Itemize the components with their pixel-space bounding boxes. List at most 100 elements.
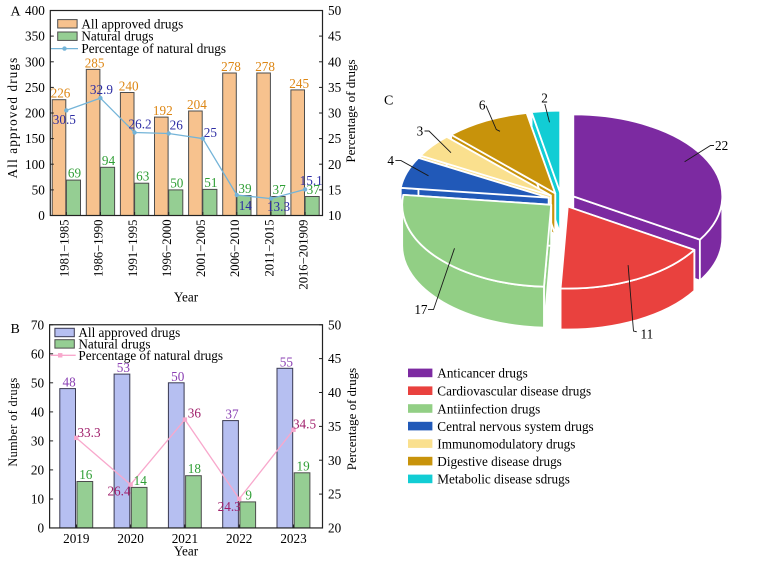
svg-text:26.2: 26.2 (129, 117, 152, 132)
svg-text:30: 30 (328, 453, 342, 468)
svg-text:3: 3 (417, 124, 424, 139)
svg-text:2021: 2021 (172, 531, 198, 546)
svg-text:25: 25 (328, 131, 342, 146)
svg-text:16: 16 (79, 467, 93, 482)
svg-text:2011−2015: 2011−2015 (262, 220, 276, 277)
svg-text:34.5: 34.5 (293, 417, 316, 432)
svg-text:400: 400 (25, 3, 45, 18)
svg-text:36: 36 (188, 406, 202, 421)
svg-text:69: 69 (68, 166, 82, 181)
svg-text:24.3: 24.3 (218, 499, 241, 514)
svg-text:Percentage of natural drugs: Percentage of natural drugs (81, 41, 226, 56)
svg-text:15.1: 15.1 (300, 173, 323, 188)
svg-text:Natural drugs: Natural drugs (78, 336, 150, 351)
svg-text:Percentage of natural drugs: Percentage of natural drugs (78, 348, 223, 363)
svg-text:Natural drugs: Natural drugs (81, 29, 153, 44)
svg-text:150: 150 (25, 131, 45, 146)
svg-text:22: 22 (715, 138, 728, 153)
svg-text:2016−201909: 2016−201909 (296, 220, 310, 290)
svg-text:50: 50 (32, 183, 46, 198)
svg-text:50: 50 (31, 375, 45, 390)
svg-text:1986−1990: 1986−1990 (92, 220, 106, 277)
svg-text:250: 250 (25, 80, 45, 95)
svg-text:55: 55 (280, 354, 294, 369)
svg-text:200: 200 (25, 106, 45, 121)
svg-text:48: 48 (63, 375, 77, 390)
svg-text:40: 40 (328, 54, 342, 69)
svg-text:B: B (11, 322, 20, 337)
svg-text:26.4: 26.4 (107, 484, 130, 499)
svg-text:50: 50 (328, 3, 342, 18)
svg-text:A: A (11, 5, 22, 20)
svg-text:Metabolic disease sdrugs: Metabolic disease sdrugs (437, 472, 570, 487)
svg-text:240: 240 (119, 79, 139, 94)
svg-text:51: 51 (204, 175, 217, 190)
svg-text:50: 50 (171, 369, 185, 384)
svg-text:26: 26 (170, 118, 184, 133)
svg-text:32.9: 32.9 (90, 82, 113, 97)
svg-text:30.5: 30.5 (53, 112, 76, 127)
svg-text:37: 37 (307, 182, 321, 197)
svg-text:350: 350 (25, 29, 45, 44)
svg-text:39: 39 (238, 181, 252, 196)
svg-text:37: 37 (225, 407, 239, 422)
svg-text:94: 94 (102, 153, 116, 168)
svg-text:Year: Year (174, 544, 199, 559)
svg-text:30: 30 (328, 106, 342, 121)
svg-text:1981−1985: 1981−1985 (58, 220, 72, 277)
svg-text:25: 25 (328, 487, 342, 502)
svg-text:245: 245 (289, 76, 309, 91)
svg-text:278: 278 (221, 59, 241, 74)
svg-text:Digestive disease drugs: Digestive disease drugs (437, 454, 562, 469)
svg-text:13.3: 13.3 (267, 199, 290, 214)
svg-text:All approved drugs: All approved drugs (78, 325, 180, 340)
svg-text:192: 192 (153, 103, 173, 118)
svg-text:Antiinfection drugs: Antiinfection drugs (437, 401, 540, 416)
svg-text:2023: 2023 (280, 531, 307, 546)
svg-text:14: 14 (134, 473, 148, 488)
svg-text:6: 6 (479, 98, 486, 113)
svg-text:50: 50 (328, 317, 342, 332)
svg-text:40: 40 (31, 405, 45, 420)
svg-text:10: 10 (328, 208, 342, 223)
svg-text:19: 19 (297, 458, 311, 473)
svg-text:25: 25 (204, 125, 218, 140)
svg-text:45: 45 (328, 351, 342, 366)
svg-text:2020: 2020 (117, 531, 144, 546)
svg-text:40: 40 (328, 385, 342, 400)
svg-text:C: C (384, 94, 393, 109)
svg-text:1996−2000: 1996−2000 (160, 220, 174, 277)
svg-text:Percentage of drugs: Percentage of drugs (343, 59, 358, 162)
svg-text:0: 0 (38, 208, 45, 223)
svg-text:14: 14 (239, 198, 253, 213)
svg-text:35: 35 (328, 419, 342, 434)
svg-text:20: 20 (31, 463, 45, 478)
svg-text:4: 4 (387, 153, 394, 168)
svg-text:70: 70 (31, 317, 45, 332)
svg-text:0: 0 (38, 521, 45, 536)
svg-text:18: 18 (188, 461, 202, 476)
svg-text:Cardiovascular disease drugs: Cardiovascular disease drugs (437, 384, 591, 399)
svg-text:Year: Year (174, 290, 199, 305)
svg-text:9: 9 (245, 487, 252, 502)
svg-text:63: 63 (136, 169, 150, 184)
svg-text:2019: 2019 (63, 531, 90, 546)
svg-text:15: 15 (328, 183, 342, 198)
svg-text:285: 285 (85, 55, 105, 70)
svg-text:Central nervous system drugs: Central nervous system drugs (437, 419, 593, 434)
svg-text:2: 2 (541, 90, 548, 105)
svg-text:45: 45 (328, 29, 342, 44)
svg-text:20: 20 (328, 521, 342, 536)
svg-text:278: 278 (255, 59, 275, 74)
svg-text:17: 17 (414, 302, 428, 317)
svg-text:2006−2010: 2006−2010 (228, 220, 242, 277)
svg-text:Number of drugs: Number of drugs (6, 377, 20, 466)
svg-text:11: 11 (641, 327, 654, 342)
svg-text:37: 37 (273, 182, 287, 197)
svg-text:20: 20 (328, 157, 342, 172)
svg-text:10: 10 (31, 492, 45, 507)
svg-text:1991−1995: 1991−1995 (126, 220, 140, 277)
svg-text:60: 60 (31, 346, 45, 361)
svg-text:Percentage of drugs: Percentage of drugs (345, 368, 359, 470)
svg-text:All approved drugs: All approved drugs (81, 16, 183, 31)
